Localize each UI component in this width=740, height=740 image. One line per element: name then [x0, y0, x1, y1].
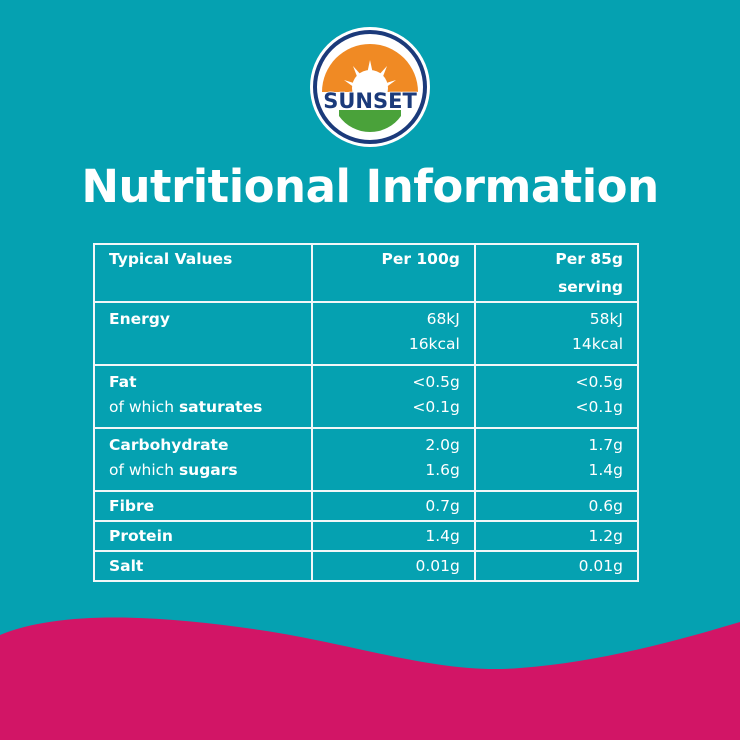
- sunset-logo: SUNSET: [310, 27, 430, 147]
- row-label: Protein: [109, 527, 173, 545]
- header-typical-values: Typical Values: [92, 243, 314, 303]
- row-label: Fat: [109, 373, 137, 391]
- value-cell: 1.6g: [425, 461, 460, 479]
- value-cell: <0.5g: [412, 373, 460, 391]
- row-label: Energy: [109, 310, 170, 328]
- header-per-serving: Per 85g serving: [473, 243, 640, 303]
- page-title: Nutritional Information: [81, 160, 659, 213]
- value-cell: 14kcal: [571, 335, 623, 353]
- value-cell: 1.4g: [588, 461, 624, 479]
- table-row-protein: Protein 1.4g 1.2g: [92, 520, 640, 552]
- value-cell: 0.7g: [311, 490, 476, 522]
- table-row-energy: Energy 68kJ 16kcal 58kJ 14kcal: [92, 301, 640, 366]
- table-row-carbohydrate: Carbohydrate of which sugars 2.0g 1.6g 1.7…: [92, 427, 640, 492]
- header-per-100g: Per 100g: [311, 243, 476, 303]
- value-cell: 0.01g: [473, 550, 640, 582]
- table-row-fibre: Fibre 0.7g 0.6g: [92, 490, 640, 522]
- value-cell: 2.0g: [425, 436, 460, 454]
- value-cell: 1.4g: [311, 520, 476, 552]
- value-cell: 1.7g: [588, 436, 624, 454]
- value-cell: <0.5g: [575, 373, 623, 391]
- value-cell: 1.2g: [473, 520, 640, 552]
- value-cell: <0.1g: [412, 398, 460, 416]
- pink-wave-background: [0, 617, 740, 740]
- row-sublabel: sugars: [178, 461, 238, 479]
- value-cell: 16kcal: [408, 335, 460, 353]
- row-sublabel: saturates: [178, 398, 263, 416]
- table-row-fat: Fat of which saturates <0.5g <0.1g <0.5g <0…: [92, 364, 640, 429]
- row-label: Fibre: [109, 497, 155, 515]
- svg-text:SUNSET: SUNSET: [323, 89, 417, 113]
- value-cell: <0.1g: [575, 398, 623, 416]
- value-cell: 58kJ: [589, 310, 623, 328]
- row-sublabel-prefix: of which: [109, 398, 179, 416]
- table-header-row: Typical Values Per 100g Per 85g serving: [92, 243, 640, 303]
- row-label: Salt: [109, 557, 144, 575]
- value-cell: 0.6g: [473, 490, 640, 522]
- row-label: Carbohydrate: [109, 436, 229, 454]
- value-cell: 68kJ: [426, 310, 460, 328]
- table-row-salt: Salt 0.01g 0.01g: [92, 550, 640, 582]
- row-sublabel-prefix: of which: [109, 461, 179, 479]
- value-cell: 0.01g: [311, 550, 476, 582]
- nutrition-table: Typical Values Per 100g Per 85g serving …: [92, 243, 640, 582]
